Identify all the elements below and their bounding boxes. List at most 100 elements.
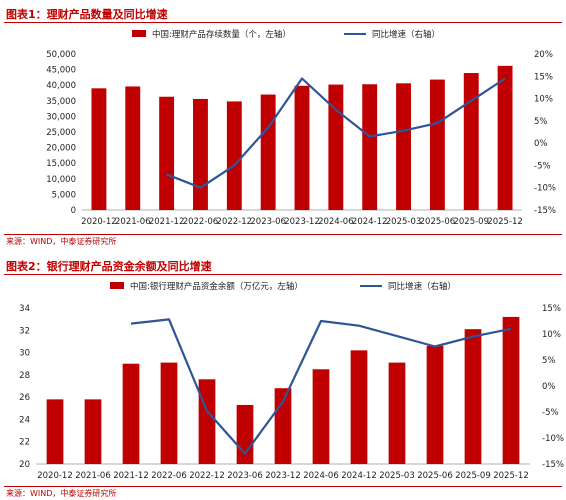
x-axis-tick-label: 2024-12 <box>341 471 377 481</box>
bar <box>199 379 216 464</box>
bar <box>430 80 445 210</box>
bar <box>464 73 479 210</box>
x-axis-tick-label: 2024-12 <box>352 217 388 227</box>
left-axis-tick-label: 20 <box>19 460 30 470</box>
left-axis-tick-label: 20,000 <box>46 144 76 154</box>
x-axis-tick-label: 2023-12 <box>265 471 301 481</box>
left-axis-tick-label: 30 <box>19 349 30 359</box>
left-axis-tick-label: 10,000 <box>46 175 76 185</box>
x-axis-tick-label: 2020-12 <box>81 217 117 227</box>
legend-line-label: 同比增速（右轴） <box>388 281 456 292</box>
left-axis-tick-label: 5,000 <box>52 190 76 200</box>
left-axis-tick-label: 15,000 <box>46 159 76 169</box>
bar <box>313 369 330 464</box>
bar <box>498 66 513 210</box>
bar <box>237 405 254 464</box>
x-axis-tick-label: 2021-06 <box>115 217 151 227</box>
right-axis-tick-label: -10% <box>542 434 564 444</box>
x-axis-tick-label: 2022-06 <box>151 471 187 481</box>
legend-bar-swatch <box>132 30 146 37</box>
legend-bar-swatch <box>110 282 124 289</box>
figure-2-source: 来源：WIND，中泰证券研究所 <box>6 488 116 499</box>
figure-1-title-rule <box>4 22 562 23</box>
bar <box>161 363 178 464</box>
figure-1-title: 图表1：理财产品数量及同比增速 <box>6 6 168 22</box>
figure-2-title-rule <box>4 274 562 275</box>
figure-1-source: 来源：WIND，中泰证券研究所 <box>6 236 116 247</box>
right-axis-tick-label: 0% <box>542 382 556 392</box>
x-axis-tick-label: 2025-06 <box>417 471 453 481</box>
bar <box>362 84 377 210</box>
left-axis-tick-label: 50,000 <box>46 50 76 60</box>
legend-bar-label: 中国:银行理财产品资金余额（万亿元，左轴） <box>130 281 303 292</box>
bar <box>123 364 140 464</box>
x-axis-tick-label: 2023-12 <box>284 217 320 227</box>
legend-bar-label: 中国:理财产品存续数量（个，左轴） <box>152 29 291 40</box>
left-axis-tick-label: 40,000 <box>46 81 76 91</box>
right-axis-tick-label: 0% <box>534 139 548 149</box>
bar <box>85 399 102 464</box>
bar <box>295 86 310 210</box>
bar <box>396 83 411 210</box>
x-axis-tick-label: 2024-06 <box>303 471 339 481</box>
right-axis-tick-label: -15% <box>534 206 556 216</box>
bar <box>227 101 242 210</box>
right-axis-tick-label: 5% <box>534 117 548 127</box>
left-axis-tick-label: 34 <box>19 304 30 314</box>
left-axis-tick-label: 35,000 <box>46 97 76 107</box>
bar <box>159 97 174 210</box>
bar <box>427 346 444 464</box>
x-axis-tick-label: 2022-06 <box>183 217 219 227</box>
left-axis-tick-label: 32 <box>19 326 30 336</box>
left-axis-tick-label: 24 <box>19 415 30 425</box>
figure-2-source-rule <box>4 486 562 487</box>
figure-2: 图表2：银行理财产品资金余额及同比增速 中国:银行理财产品资金余额（万亿元，左轴… <box>0 252 566 500</box>
x-axis-tick-label: 2025-12 <box>493 471 529 481</box>
bar <box>261 95 276 210</box>
right-axis-tick-label: 10% <box>542 330 561 340</box>
left-axis-tick-label: 25,000 <box>46 128 76 138</box>
x-axis-tick-label: 2021-12 <box>113 471 149 481</box>
bar <box>328 85 343 210</box>
left-axis-tick-label: 0 <box>71 206 76 216</box>
x-axis-tick-label: 2025-03 <box>386 217 422 227</box>
x-axis-tick-label: 2023-06 <box>250 217 286 227</box>
legend-line-label: 同比增速（右轴） <box>372 29 440 40</box>
figure-2-chart: 中国:银行理财产品资金余额（万亿元，左轴） 同比增速（右轴） 20 22 24 26 28 3… <box>0 276 566 488</box>
right-axis-tick-label: -5% <box>534 161 551 171</box>
x-axis-tick-label: 2025-09 <box>453 217 489 227</box>
left-axis-tick-label: 22 <box>19 438 30 448</box>
bar <box>125 86 140 210</box>
bar <box>465 329 482 464</box>
bar <box>503 317 520 464</box>
bar <box>351 350 368 464</box>
right-axis-tick-label: 15% <box>542 304 561 314</box>
figure-1-chart: 中国:理财产品存续数量（个，左轴） 同比增速（右轴） 0 5,000 10,000 15,… <box>0 24 566 236</box>
figure-1: 图表1：理财产品数量及同比增速 中国:理财产品存续数量（个，左轴） 同比增速（右轴… <box>0 0 566 248</box>
x-axis-tick-label: 2023-06 <box>227 471 263 481</box>
left-axis-tick-label: 28 <box>19 371 30 381</box>
left-axis-tick-label: 26 <box>19 393 30 403</box>
left-axis-tick-label: 45,000 <box>46 66 76 76</box>
x-axis-tick-label: 2025-03 <box>379 471 415 481</box>
x-axis-tick-label: 2025-06 <box>420 217 456 227</box>
right-axis-tick-label: -10% <box>534 184 556 194</box>
x-axis-tick-label: 2025-12 <box>487 217 523 227</box>
bar <box>193 99 208 210</box>
x-axis-tick-label: 2022-12 <box>217 217 253 227</box>
bar <box>389 363 406 464</box>
x-axis-tick-label: 2022-12 <box>189 471 225 481</box>
x-axis-tick-label: 2024-06 <box>318 217 354 227</box>
right-axis-tick-label: 20% <box>534 50 553 60</box>
x-axis-tick-label: 2021-12 <box>149 217 185 227</box>
bar <box>91 88 106 210</box>
right-axis-tick-label: 5% <box>542 356 556 366</box>
right-axis-tick-label: 10% <box>534 95 553 105</box>
figure-1-source-rule <box>4 234 562 235</box>
left-axis-tick-label: 30,000 <box>46 112 76 122</box>
right-axis-tick-label: -5% <box>542 408 559 418</box>
x-axis-tick-label: 2021-06 <box>75 471 111 481</box>
x-axis-tick-label: 2025-09 <box>455 471 491 481</box>
right-axis-tick-label: -15% <box>542 460 564 470</box>
bar <box>47 399 64 464</box>
